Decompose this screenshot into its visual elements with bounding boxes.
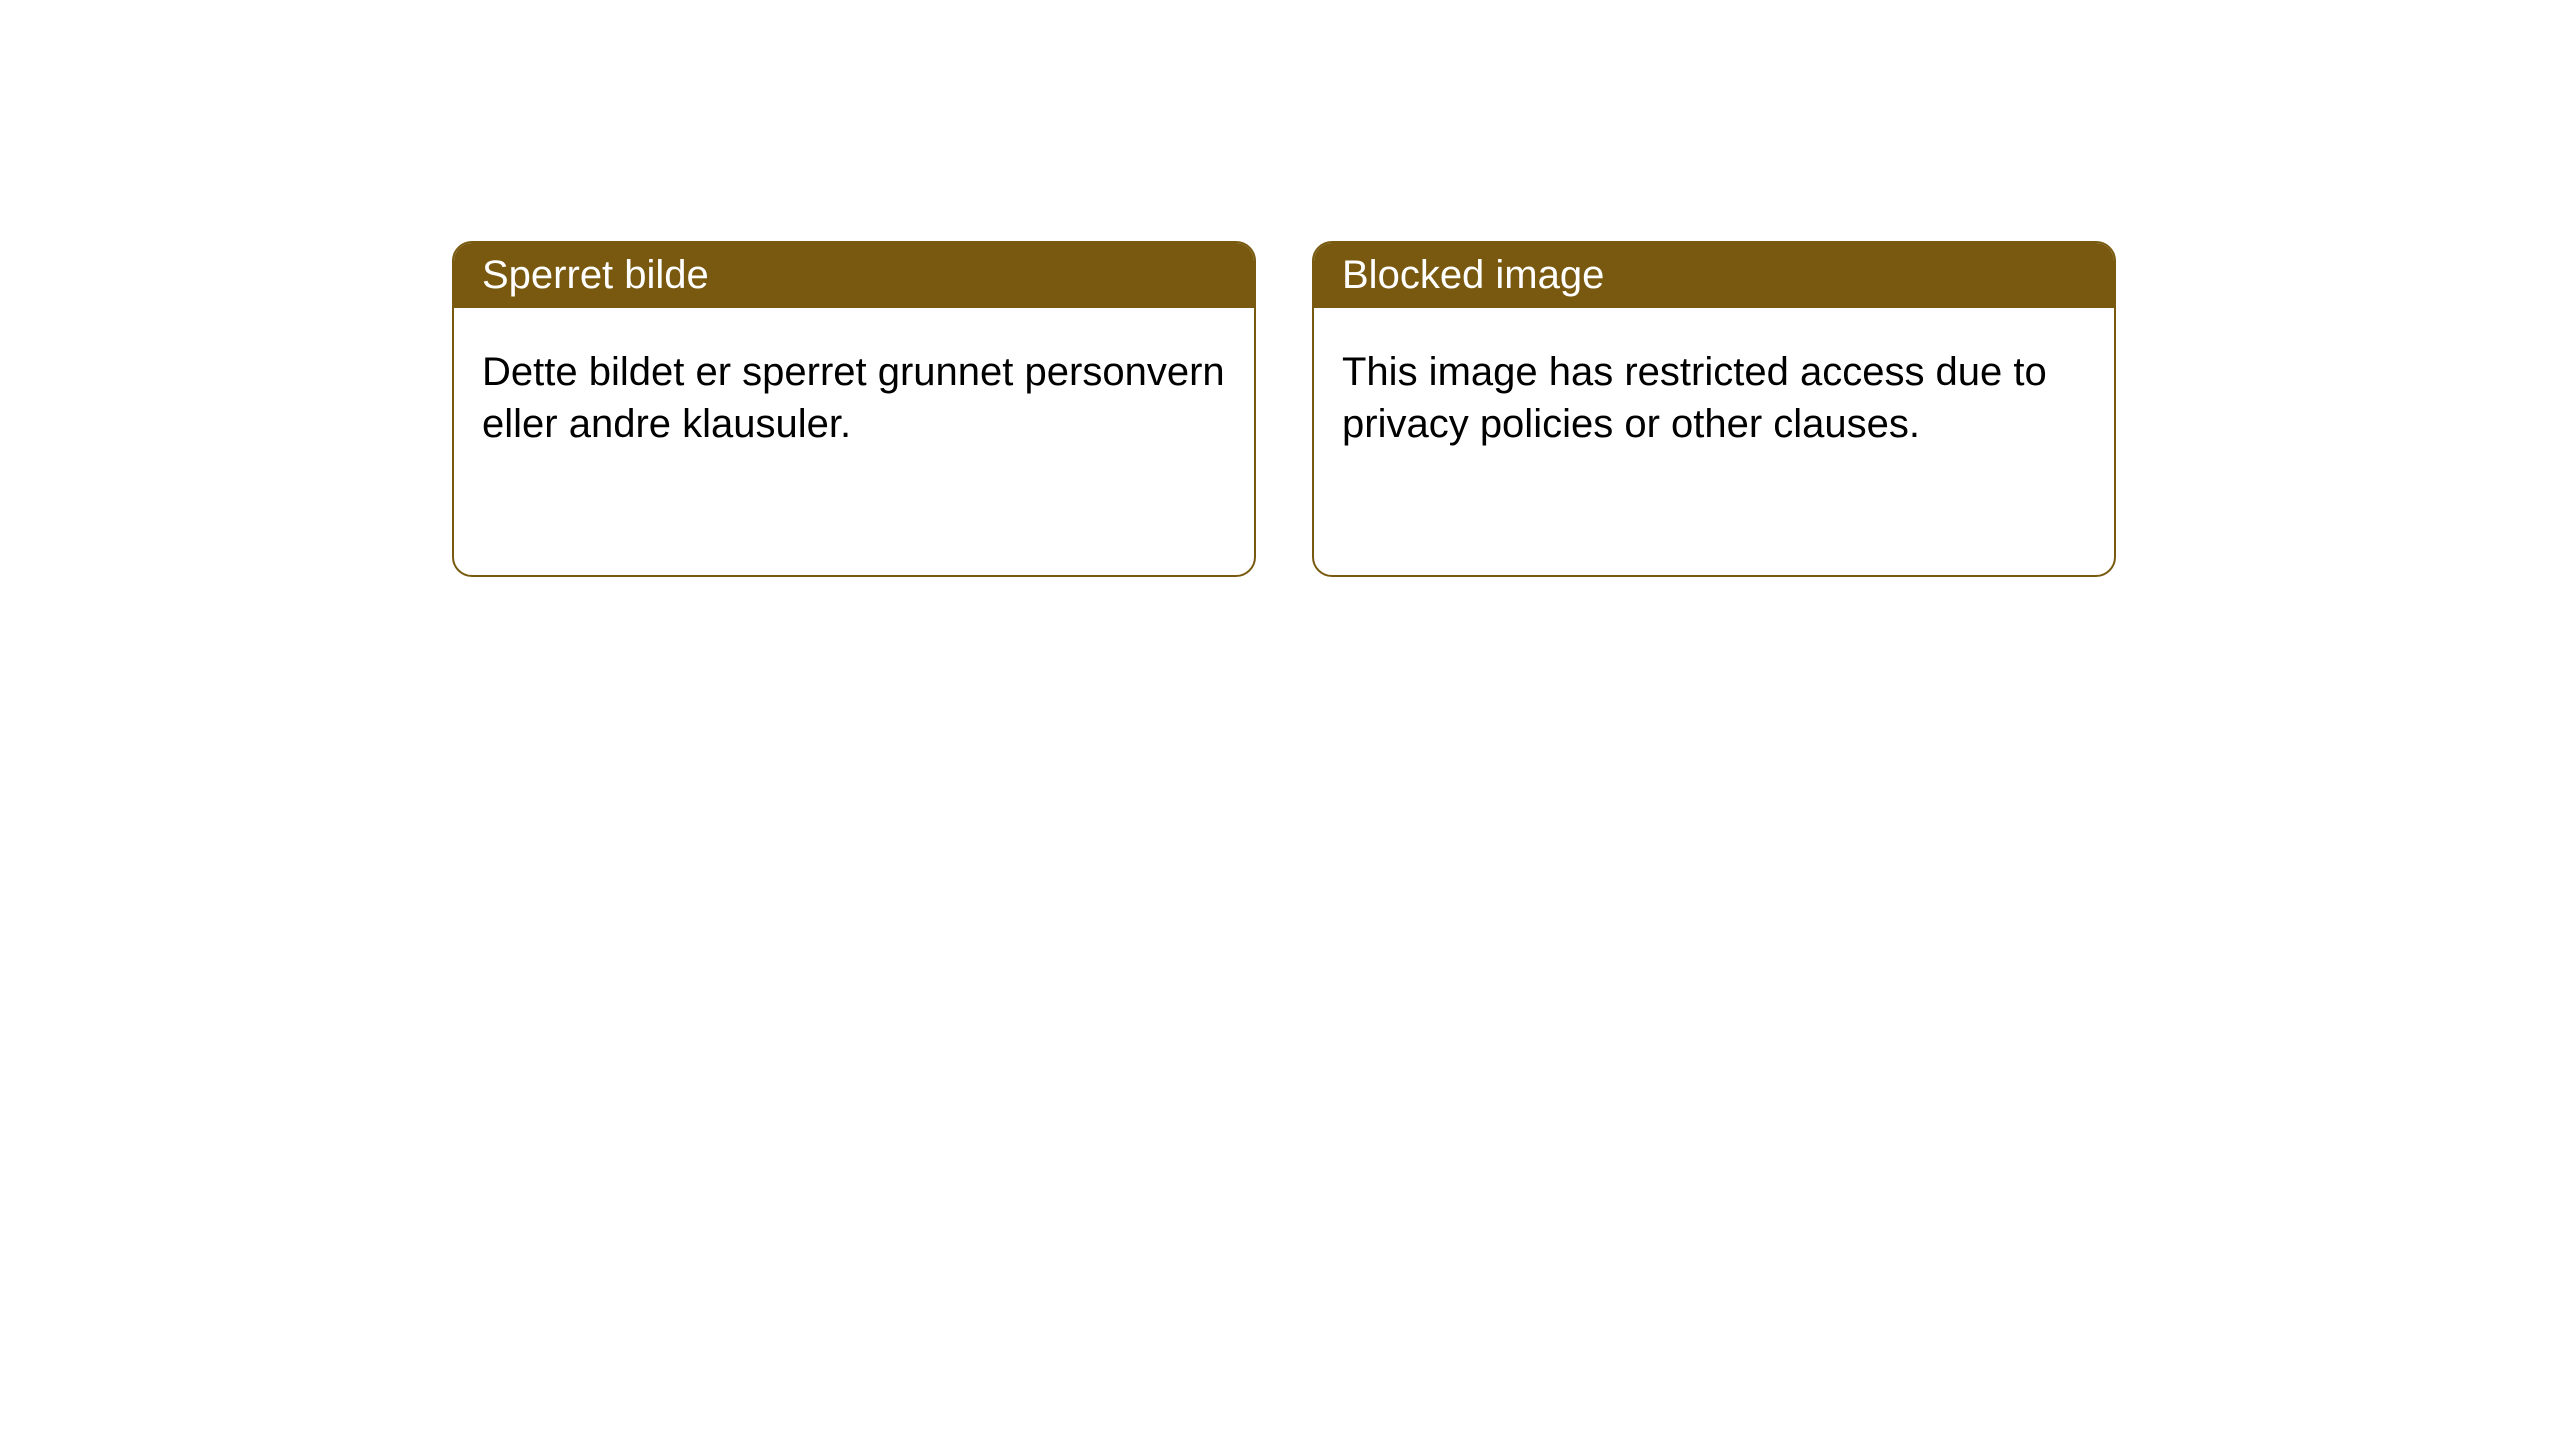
card-header: Sperret bilde (454, 243, 1254, 308)
card-body-text: Dette bildet er sperret grunnet personve… (482, 350, 1225, 446)
card-body: Dette bildet er sperret grunnet personve… (454, 308, 1254, 488)
notice-card-norwegian: Sperret bilde Dette bildet er sperret gr… (452, 241, 1256, 577)
card-body: This image has restricted access due to … (1314, 308, 2114, 488)
card-title: Sperret bilde (482, 253, 709, 297)
notice-card-english: Blocked image This image has restricted … (1312, 241, 2116, 577)
card-header: Blocked image (1314, 243, 2114, 308)
card-body-text: This image has restricted access due to … (1342, 350, 2047, 446)
card-title: Blocked image (1342, 253, 1604, 297)
notice-cards-container: Sperret bilde Dette bildet er sperret gr… (452, 241, 2560, 577)
